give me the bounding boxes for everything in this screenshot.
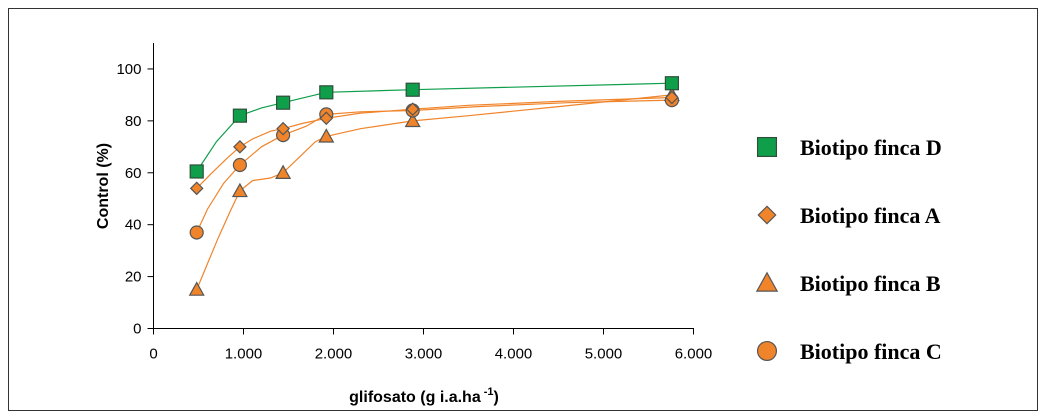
legend-label: Biotipo finca D xyxy=(800,135,942,160)
x-tick-label: 5.000 xyxy=(585,346,623,363)
data-point-triangle xyxy=(275,164,292,179)
legend-marker-circle xyxy=(756,340,778,362)
data-point-diamond xyxy=(665,90,679,105)
y-tick-label: 60 xyxy=(125,165,142,182)
x-tick-label: 3.000 xyxy=(405,346,443,363)
y-tick-label: 80 xyxy=(125,113,142,130)
series-line-square xyxy=(196,82,672,172)
x-axis-title: glifosato (g i.a.ha -1) xyxy=(349,386,499,406)
fit-lines xyxy=(196,82,672,290)
x-tick-label: 1.000 xyxy=(225,346,263,363)
data-point-square xyxy=(232,108,247,123)
y-tick-label: 100 xyxy=(116,61,141,78)
x-tick-label: 4.000 xyxy=(495,346,533,363)
x-ticks: 0 1.000 2.000 3.000 4.000 5.000 6.000 xyxy=(149,328,713,363)
data-point-diamond xyxy=(405,102,420,117)
legend-label: Biotipo finca B xyxy=(800,271,941,296)
data-point-circle xyxy=(189,225,204,240)
x-tick-label: 0 xyxy=(149,346,157,363)
x-axis-title-superscript: -1 xyxy=(484,386,494,398)
data-point-square xyxy=(276,95,291,110)
y-tick-label: 40 xyxy=(125,217,142,234)
data-markers xyxy=(188,76,680,296)
data-point-square xyxy=(189,164,204,179)
data-point-diamond xyxy=(319,111,334,126)
legend: Biotipo finca D Biotipo finca A Biotipo fi… xyxy=(755,135,942,364)
data-point-square xyxy=(664,76,680,91)
data-point-square xyxy=(405,82,420,97)
legend-label: Biotipo finca A xyxy=(800,203,941,228)
y-tick-label: 0 xyxy=(133,321,141,338)
legend-marker-diamond xyxy=(757,205,777,225)
series-line-triangle xyxy=(196,94,672,290)
data-point-triangle xyxy=(318,128,335,143)
legend-item-diamond: Biotipo finca A xyxy=(757,203,941,228)
x-axis-title-close: ) xyxy=(494,389,499,406)
x-axis-title-text: glifosato (g i.a.ha xyxy=(349,389,481,406)
x-tick-label: 6.000 xyxy=(675,346,713,363)
data-point-triangle xyxy=(231,182,248,198)
series-line-diamond xyxy=(196,96,672,189)
data-point-circle xyxy=(232,157,247,173)
y-axis-title: Control (%) xyxy=(95,143,112,229)
data-point-diamond xyxy=(189,181,204,196)
legend-item-square: Biotipo finca D xyxy=(756,135,942,160)
series-line-circle xyxy=(196,99,672,233)
legend-label: Biotipo finca C xyxy=(800,339,942,364)
data-point-triangle xyxy=(188,281,205,296)
legend-marker-square xyxy=(756,136,778,158)
x-tick-label: 2.000 xyxy=(315,346,353,363)
legend-marker-triangle xyxy=(755,271,779,292)
y-ticks: 0 20 40 60 80 100 xyxy=(116,61,154,338)
legend-item-triangle: Biotipo finca B xyxy=(755,271,941,296)
chart-frame xyxy=(8,8,1038,411)
data-point-square xyxy=(319,85,334,100)
data-point-triangle xyxy=(404,112,421,128)
data-point-diamond xyxy=(233,139,247,154)
legend-item-circle: Biotipo finca C xyxy=(756,339,942,364)
y-tick-label: 20 xyxy=(125,269,142,286)
data-point-diamond xyxy=(276,121,290,136)
